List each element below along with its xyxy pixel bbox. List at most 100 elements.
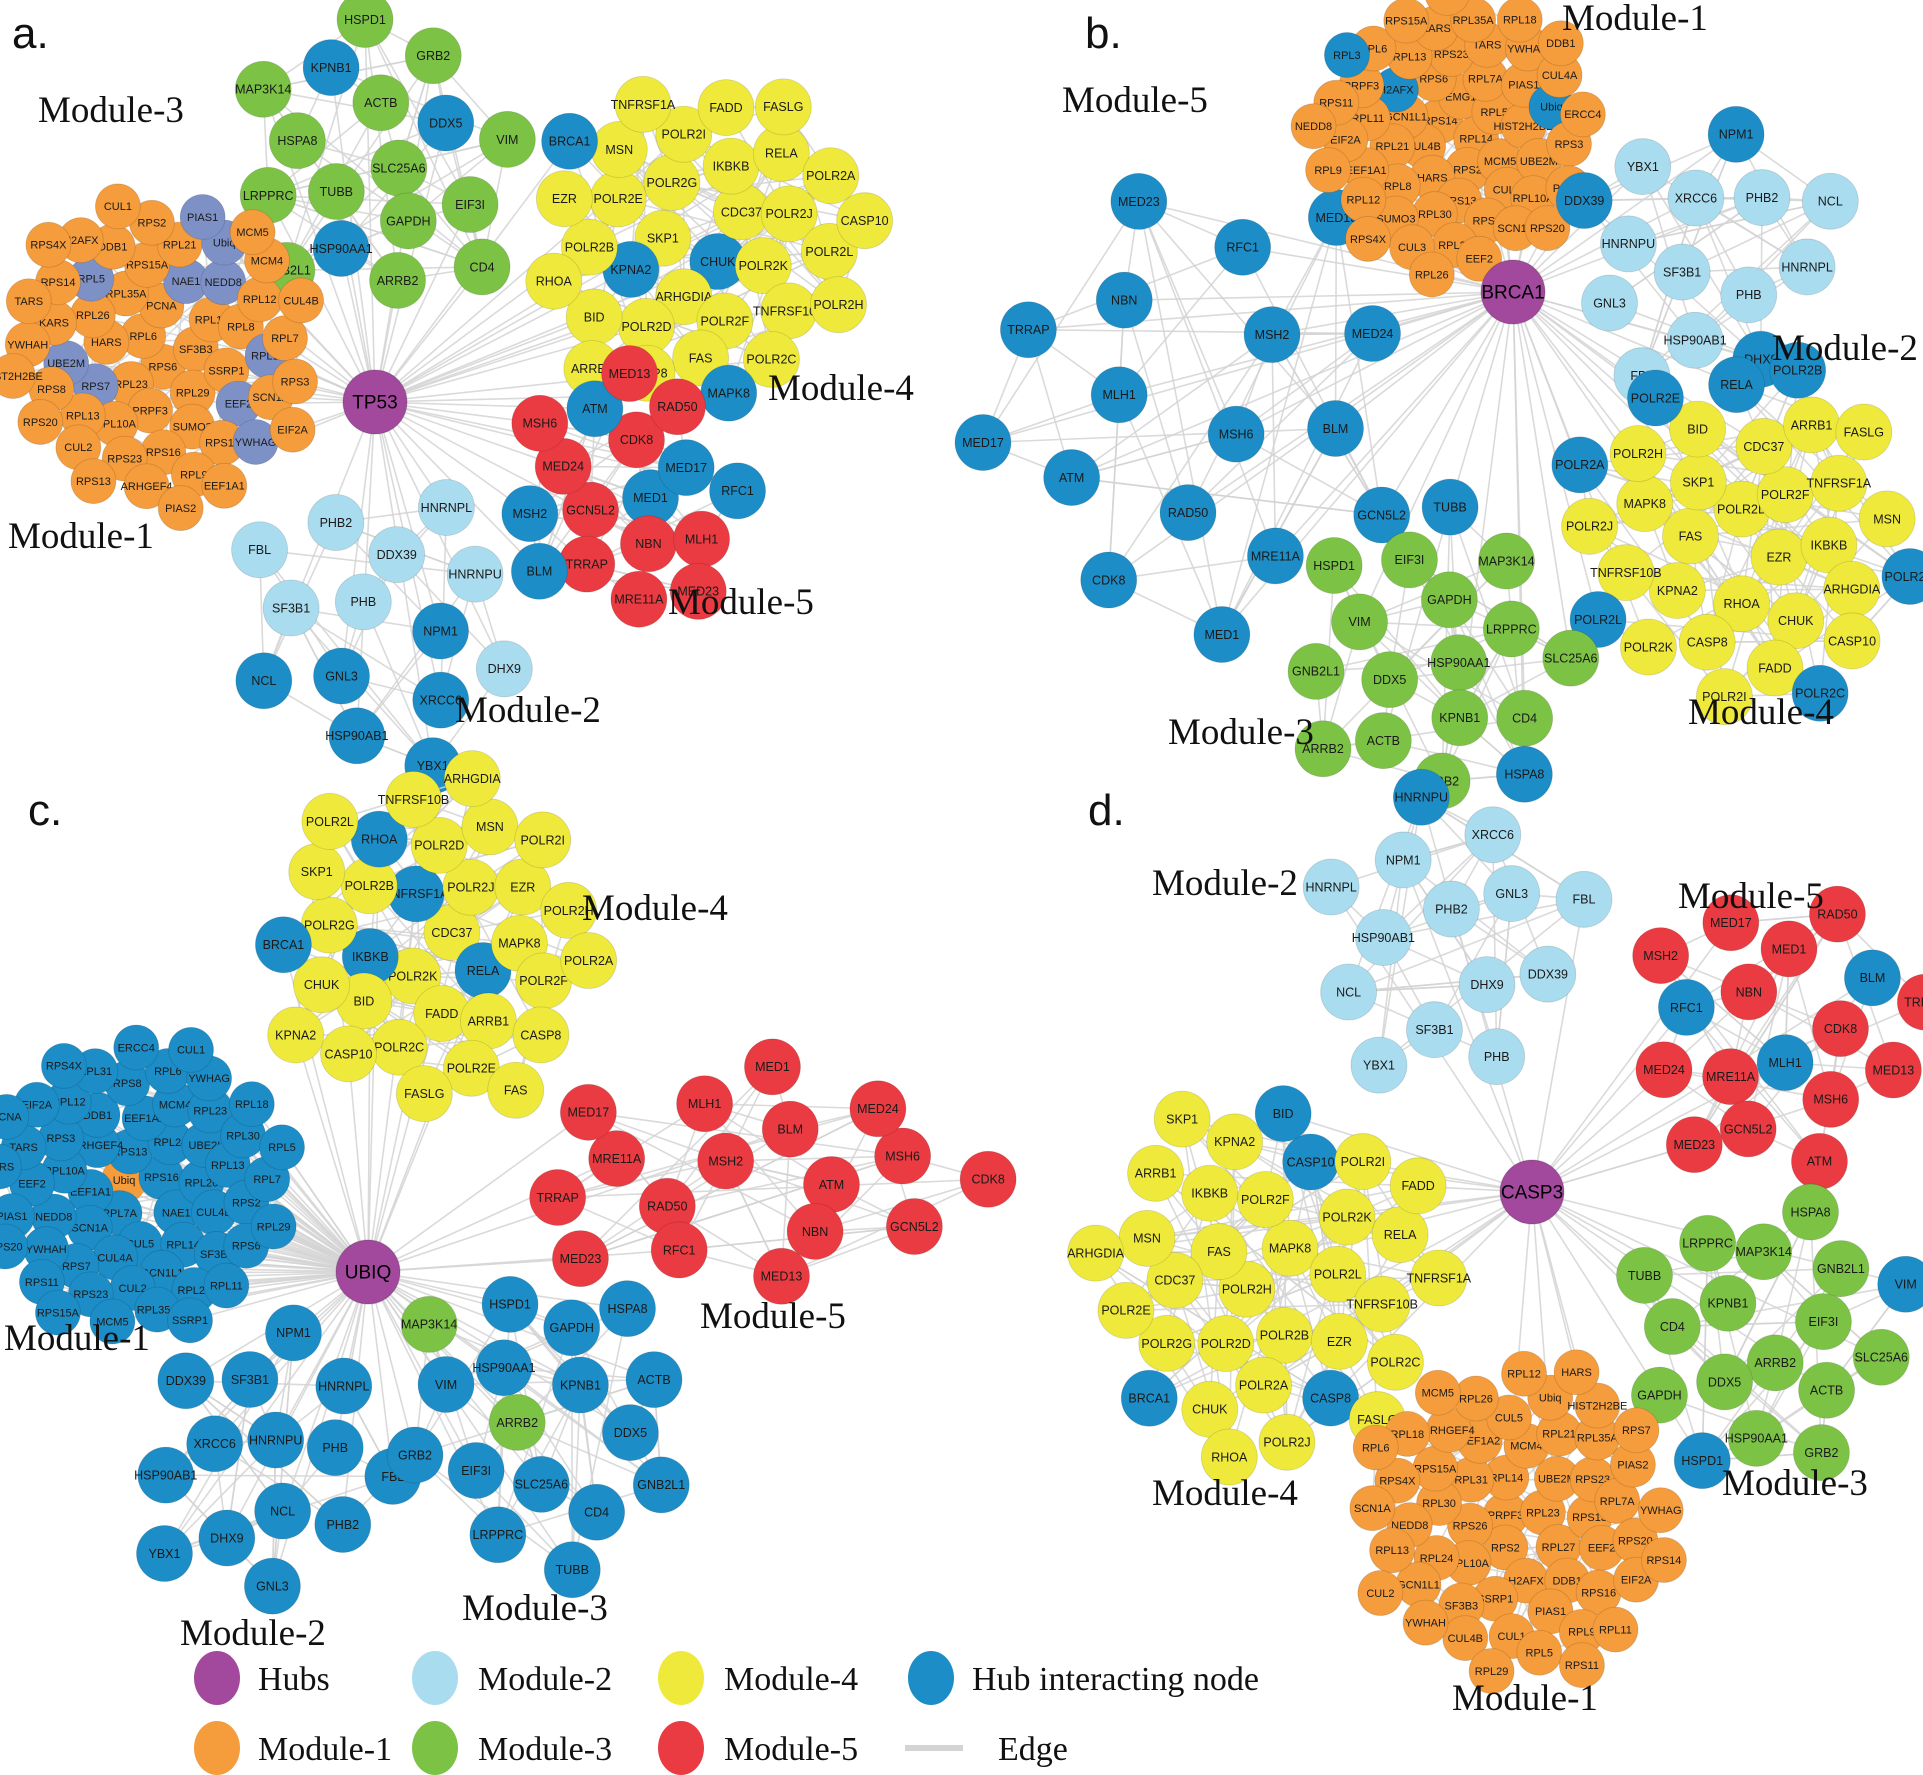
node-GNL3[interactable]: [244, 1557, 301, 1615]
node-GNB2L1[interactable]: [1812, 1240, 1870, 1297]
node-MSH6[interactable]: [1207, 405, 1265, 463]
node-PCNA[interactable]: [0, 1094, 30, 1140]
node-EZR[interactable]: [1750, 528, 1808, 586]
node-RHOA[interactable]: [1200, 1428, 1258, 1486]
node-CD4[interactable]: [1496, 689, 1554, 747]
node-MCM5[interactable]: [229, 209, 276, 256]
node-RPL11[interactable]: [1592, 1606, 1639, 1653]
node-KPNA2[interactable]: [267, 1006, 325, 1064]
node-HSP90AA1[interactable]: [1430, 634, 1488, 692]
node-MED1[interactable]: [1193, 606, 1251, 663]
node-HSP90AB1[interactable]: [137, 1446, 195, 1504]
node-IKBKB[interactable]: [702, 137, 760, 195]
node-MCM5[interactable]: [1414, 1369, 1461, 1416]
node-NBN[interactable]: [1095, 271, 1153, 329]
node-CASP10[interactable]: [1282, 1133, 1340, 1191]
node-MED23[interactable]: [1110, 173, 1168, 230]
node-SLC25A6[interactable]: [1852, 1328, 1910, 1386]
node-RPS4X[interactable]: [1345, 216, 1391, 262]
node-BLM[interactable]: [1844, 949, 1901, 1007]
node-SF3B1[interactable]: [221, 1351, 279, 1408]
node-RPL12[interactable]: [1501, 1350, 1547, 1397]
node-ERCC4[interactable]: [113, 1024, 160, 1071]
node-HNRNPL[interactable]: [417, 479, 475, 536]
node-MSN[interactable]: [1118, 1209, 1176, 1267]
node-RPL6[interactable]: [1352, 1424, 1399, 1471]
node-NCL[interactable]: [254, 1482, 312, 1540]
hub-node-BRCA1[interactable]: [1480, 259, 1546, 325]
node-POLR2E[interactable]: [1627, 369, 1684, 427]
node-TARS[interactable]: [5, 278, 52, 325]
node-DDX5[interactable]: [417, 94, 475, 152]
node-MED17[interactable]: [559, 1083, 617, 1141]
node-SCN1A[interactable]: [1349, 1485, 1396, 1532]
node-POLR2J[interactable]: [1258, 1413, 1316, 1471]
node-RPL5[interactable]: [1516, 1629, 1563, 1676]
node-KPNB1[interactable]: [302, 39, 360, 96]
node-FADD[interactable]: [1746, 639, 1804, 697]
node-TRRAP[interactable]: [529, 1169, 587, 1226]
node-FASLG[interactable]: [754, 78, 812, 136]
node-ACTB[interactable]: [1798, 1361, 1855, 1419]
node-MAP3K14[interactable]: [400, 1295, 458, 1353]
node-HSP90AB1[interactable]: [1666, 311, 1724, 369]
node-LRPPRC[interactable]: [1679, 1214, 1737, 1272]
node-MSN[interactable]: [1858, 490, 1916, 548]
node-TUBB[interactable]: [307, 163, 365, 220]
node-POLR2B[interactable]: [561, 218, 618, 276]
node-HNRNPU[interactable]: [247, 1411, 305, 1469]
node-CDK8[interactable]: [1080, 551, 1138, 609]
node-NCL[interactable]: [1320, 963, 1378, 1021]
node-POLR2K[interactable]: [734, 237, 792, 294]
node-MAP3K14[interactable]: [1735, 1223, 1793, 1281]
node-RPL12[interactable]: [236, 276, 283, 323]
node-FASLG[interactable]: [395, 1065, 453, 1123]
node-HSP90AA1[interactable]: [1727, 1409, 1785, 1467]
node-CHUK[interactable]: [293, 956, 350, 1014]
node-FADD[interactable]: [697, 79, 755, 137]
node-VIM[interactable]: [478, 111, 536, 168]
node-YBX1[interactable]: [1350, 1036, 1408, 1094]
node-EZR[interactable]: [535, 170, 593, 228]
hub-node-CASP3[interactable]: [1499, 1159, 1565, 1225]
node-MSH2[interactable]: [697, 1132, 755, 1190]
node-GNL3[interactable]: [313, 647, 370, 705]
node-DHX9[interactable]: [475, 640, 533, 698]
node-HSPD1[interactable]: [336, 0, 394, 48]
node-NBN[interactable]: [620, 515, 677, 573]
node-RHOA[interactable]: [1713, 575, 1771, 633]
node-EIF3I[interactable]: [447, 1442, 505, 1499]
node-POLR2A[interactable]: [802, 147, 860, 205]
node-MLH1[interactable]: [1090, 366, 1148, 424]
node-RPL11[interactable]: [203, 1262, 250, 1309]
node-NPM1[interactable]: [412, 602, 469, 660]
node-HSPA8[interactable]: [268, 112, 326, 170]
node-RPL26[interactable]: [1453, 1375, 1499, 1422]
node-NCL[interactable]: [235, 652, 293, 710]
node-TRRAP[interactable]: [999, 301, 1057, 359]
hub-node-UBIQ[interactable]: [335, 1239, 401, 1305]
node-RELA[interactable]: [1371, 1206, 1429, 1264]
node-MED23[interactable]: [552, 1230, 609, 1288]
node-PIAS2[interactable]: [157, 485, 204, 531]
node-GAPDH[interactable]: [1420, 571, 1478, 629]
node-HNRNPL[interactable]: [1302, 858, 1360, 916]
node-RPS13[interactable]: [70, 458, 117, 504]
node-CUL4B[interactable]: [1442, 1615, 1489, 1661]
node-HSPA8[interactable]: [1495, 745, 1553, 803]
node-RPS4X[interactable]: [41, 1042, 87, 1089]
node-HIST2H2BE[interactable]: [1574, 1382, 1621, 1429]
node-CASP10[interactable]: [1823, 612, 1881, 670]
node-LRPPRC[interactable]: [1482, 600, 1540, 658]
node-TNFRSF10B[interactable]: [1597, 544, 1655, 601]
node-ATM[interactable]: [1043, 449, 1101, 506]
node-MAP3K14[interactable]: [1478, 532, 1535, 590]
node-CDC37[interactable]: [1146, 1251, 1204, 1309]
node-RPL3[interactable]: [1324, 32, 1370, 78]
node-MSN[interactable]: [461, 798, 519, 856]
node-RPL18[interactable]: [1496, 0, 1543, 43]
node-CDK8[interactable]: [959, 1150, 1017, 1208]
node-XRCC6[interactable]: [1464, 806, 1522, 864]
node-RPL29[interactable]: [250, 1203, 297, 1250]
node-CDC37[interactable]: [1735, 418, 1793, 475]
